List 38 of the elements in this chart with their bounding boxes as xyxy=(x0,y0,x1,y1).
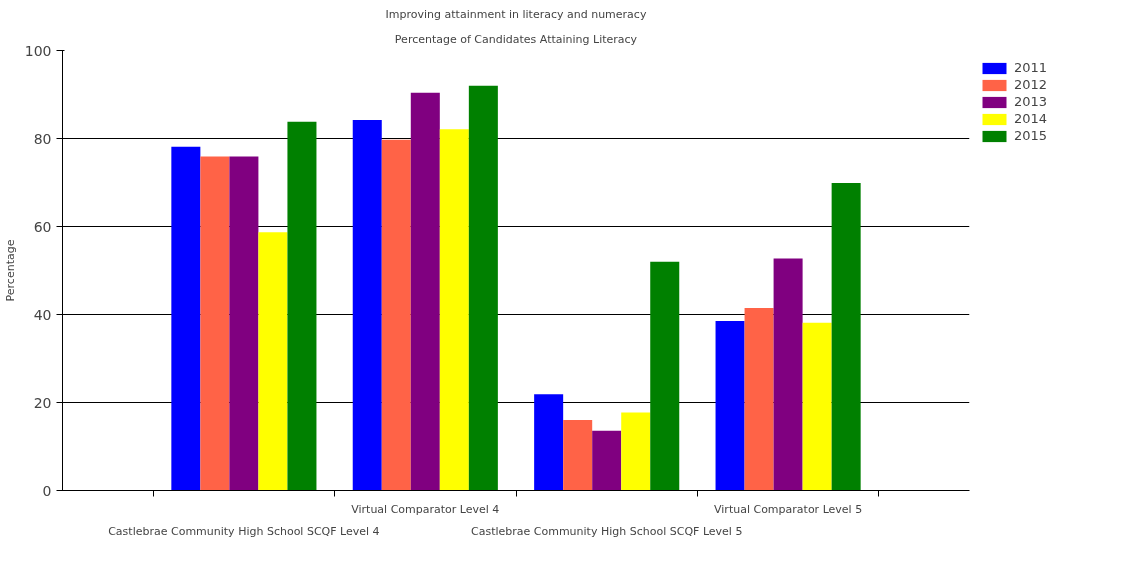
y-tick-label: 20 xyxy=(33,394,52,411)
bar xyxy=(200,156,230,491)
x-tick-label: Virtual Comparator Level 4 xyxy=(351,502,500,516)
x-tick-label: Castlebrae Community High School SCQF Level 4 xyxy=(108,524,380,538)
bar xyxy=(650,261,680,491)
bar xyxy=(468,85,498,491)
bar xyxy=(439,129,469,491)
legend-label: 2013 xyxy=(1014,94,1048,109)
bar xyxy=(831,182,861,491)
bar xyxy=(802,322,832,491)
bar xyxy=(287,121,317,491)
bar xyxy=(352,120,382,491)
bar xyxy=(744,307,774,491)
x-tick-label: Castlebrae Community High School SCQF Level 5 xyxy=(470,524,743,538)
bar xyxy=(715,321,745,491)
bar xyxy=(773,258,803,491)
legend-label: 2012 xyxy=(1014,77,1048,92)
bar xyxy=(410,92,440,491)
x-tick-label: Virtual Comparator Level 5 xyxy=(714,502,863,516)
legend-label: 2014 xyxy=(1014,111,1048,126)
bar xyxy=(592,430,622,491)
legend-label: 2015 xyxy=(1014,128,1048,143)
bar xyxy=(229,156,259,491)
y-tick-label: 100 xyxy=(24,42,52,59)
bar xyxy=(258,232,288,491)
bar xyxy=(534,394,564,491)
chart-title: Improving attainment in literacy and numeracy xyxy=(385,7,647,21)
bar xyxy=(381,139,411,491)
legend-label: 2011 xyxy=(1014,60,1048,75)
y-axis-title: Percentage xyxy=(3,239,17,302)
y-tick-label: 80 xyxy=(33,130,52,147)
bar xyxy=(563,420,593,491)
chart-subtitle: Percentage of Candidates Attaining Literacy xyxy=(394,32,638,46)
bar xyxy=(621,412,651,491)
y-tick-label: 60 xyxy=(33,218,52,235)
y-tick-label: 40 xyxy=(33,306,52,323)
y-tick-label: 0 xyxy=(42,482,52,499)
bar xyxy=(171,146,201,491)
